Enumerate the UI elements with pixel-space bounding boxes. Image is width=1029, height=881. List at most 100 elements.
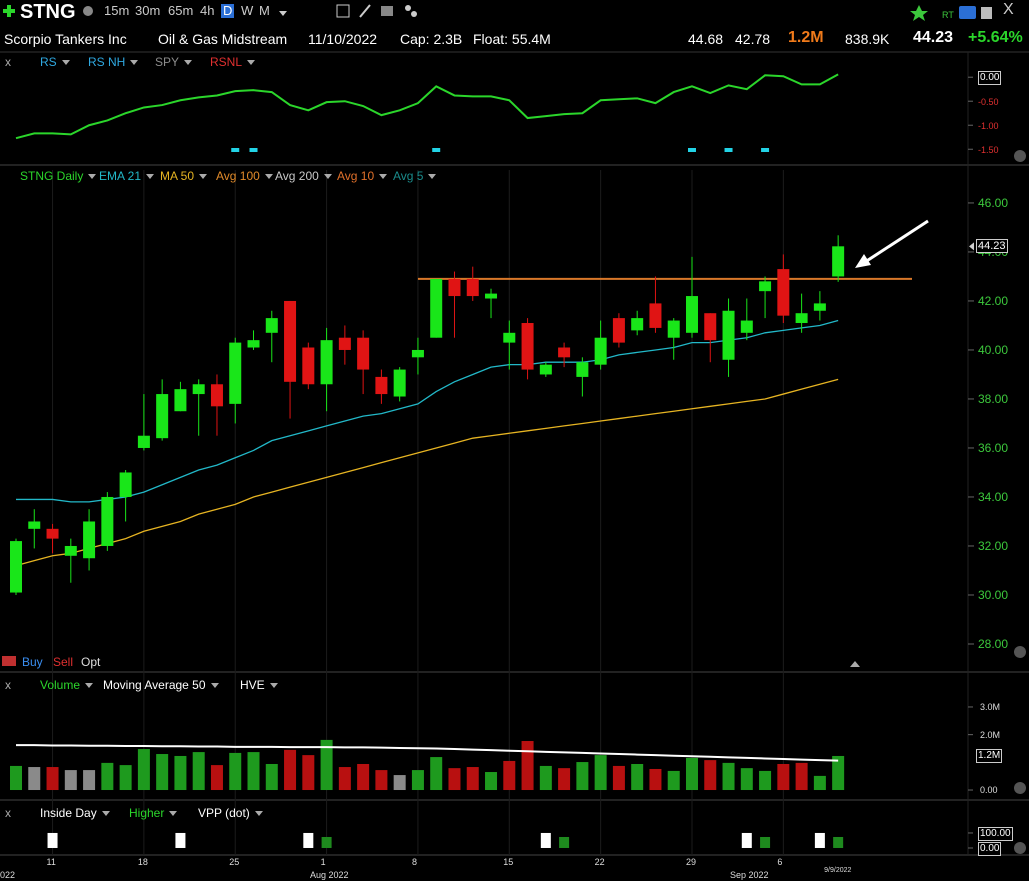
inside-day-marker [741, 832, 752, 848]
volume-bar [210, 765, 223, 791]
close-pane[interactable]: x [5, 55, 11, 69]
x-tick-label: 6 [777, 857, 783, 867]
legend-item[interactable]: HVE [240, 678, 278, 692]
pen-icon[interactable] [359, 4, 371, 18]
y-tick-label: 28.00 [978, 636, 1009, 651]
candle-body [503, 332, 516, 343]
y-tick-label: -1.50 [978, 145, 999, 156]
legend-item[interactable]: VPP (dot) [198, 806, 263, 820]
candle-body [777, 269, 790, 316]
sector: Oil & Gas Midstream [158, 31, 288, 47]
collapse-icon[interactable] [850, 661, 860, 667]
inside-day-marker [47, 832, 58, 848]
y-tick-label: 38.00 [978, 391, 1009, 406]
timeframe-button[interactable]: 4h [200, 3, 215, 18]
trade-icon[interactable] [2, 656, 16, 666]
timeframe-button[interactable]: M [259, 3, 270, 18]
volume-bar [594, 755, 607, 791]
legend-item[interactable]: RS NH [88, 55, 138, 69]
legend-item[interactable]: RSNL [210, 55, 255, 69]
x-tick-label: 8 [411, 857, 417, 867]
icon[interactable] [405, 5, 411, 11]
legend-item[interactable]: Inside Day [40, 806, 110, 820]
x-tick-label: 15 [503, 857, 514, 867]
timeframe-button[interactable]: D [221, 3, 235, 18]
trade-button[interactable]: Sell [53, 655, 74, 669]
rt-button[interactable]: RT [942, 10, 954, 20]
x-tick-label: 1 [320, 857, 326, 867]
candle-body [357, 337, 370, 370]
y-tick-label: -0.50 [978, 97, 999, 108]
scroll-button[interactable] [1014, 646, 1026, 658]
x-tick-label: 11 [46, 857, 56, 867]
legend-item[interactable]: MA 50 [160, 169, 207, 183]
moving-average-line [16, 319, 839, 503]
candle-body [594, 337, 607, 365]
timeframe-button[interactable]: 65m [168, 3, 194, 18]
volume-bar [192, 752, 205, 791]
volume-bar [649, 768, 662, 791]
scroll-button[interactable] [1014, 842, 1026, 854]
legend-item[interactable]: Avg 100 [216, 169, 273, 183]
legend-item[interactable]: Avg 5 [393, 169, 436, 183]
candle-body [229, 342, 242, 404]
trade-button[interactable]: Opt [81, 655, 101, 669]
volume-bar [119, 765, 132, 791]
icon[interactable] [83, 6, 93, 16]
volume-bar [777, 763, 790, 791]
volume-bar [265, 763, 278, 791]
timeframe-button[interactable]: 15m [104, 3, 130, 18]
legend-item[interactable]: Avg 200 [275, 169, 332, 183]
higher-marker [760, 836, 771, 848]
close-pane[interactable]: x [5, 806, 11, 820]
last-date-label: 9/9/2022 [824, 867, 852, 874]
candle-body [156, 394, 169, 439]
star-icon[interactable] [910, 5, 928, 21]
timeframe-button[interactable]: W [241, 3, 254, 18]
close-pane[interactable]: x [5, 678, 11, 692]
timeframe-button[interactable]: 30m [135, 3, 161, 18]
legend-item[interactable]: Avg 10 [337, 169, 387, 183]
y-tick-label: 36.00 [978, 440, 1009, 455]
grid-icon[interactable] [336, 4, 350, 18]
last-price: 44.23 [913, 29, 954, 46]
month-label: Sep 2022 [730, 870, 769, 880]
candle-body [521, 323, 534, 370]
candle-body [667, 320, 680, 338]
legend-item[interactable]: Volume [40, 678, 93, 692]
price-pointer [969, 242, 974, 251]
scroll-button[interactable] [1014, 150, 1026, 162]
y-tick-label: 42.00 [978, 293, 1009, 308]
candle-body [10, 541, 22, 593]
s-icon[interactable] [959, 6, 976, 19]
rs-new-high-marker [724, 148, 733, 152]
candle-body [320, 340, 333, 385]
dropdown-icon[interactable] [279, 11, 287, 16]
candle-body [247, 340, 260, 348]
legend-item[interactable]: RS [40, 55, 70, 69]
volume-bar [393, 775, 406, 791]
candle-body [284, 300, 297, 382]
volume-bar [740, 768, 753, 791]
close-button[interactable]: X [1003, 1, 1014, 18]
avg-volume: 838.9K [845, 31, 890, 47]
float: Float: 55.4M [473, 31, 551, 47]
volume-bar [229, 752, 242, 791]
legend-item[interactable]: EMA 21 [99, 169, 154, 183]
volume-bar [722, 762, 735, 791]
candle-body [64, 545, 77, 556]
legend-item[interactable]: SPY [155, 55, 192, 69]
scroll-button[interactable] [1014, 782, 1026, 794]
icon[interactable] [381, 6, 393, 16]
doc-icon[interactable] [981, 7, 992, 19]
y-tick-label: 34.00 [978, 489, 1009, 504]
legend-item[interactable]: Moving Average 50 [103, 678, 219, 692]
volume-bar [704, 760, 717, 791]
candle-body [631, 318, 644, 331]
legend-item[interactable]: Higher [129, 806, 177, 820]
volume-bar [174, 755, 187, 791]
volume-bar [375, 770, 388, 791]
trade-button[interactable]: Buy [22, 655, 43, 669]
volume-bar [539, 765, 552, 791]
